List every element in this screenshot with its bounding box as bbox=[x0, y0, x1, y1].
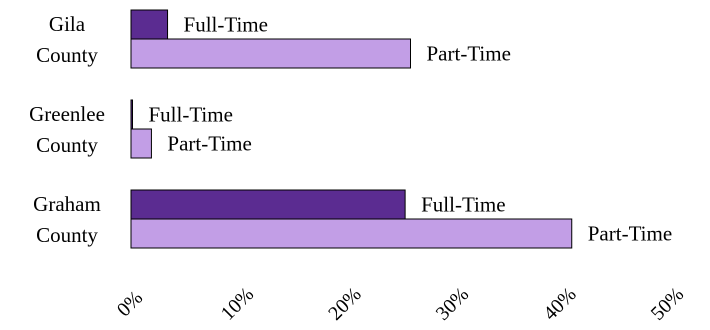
bar-labels-layer: Full-Time Part-Time Full-Time Part-Time Full… bbox=[149, 13, 673, 246]
x-tick-label: 20% bbox=[324, 283, 365, 324]
bar-label: Part-Time bbox=[167, 132, 251, 156]
bar-label: Full-Time bbox=[149, 103, 233, 127]
category-label-line2: County bbox=[36, 223, 98, 247]
x-tick-label: 40% bbox=[539, 283, 580, 324]
bar-label: Part-Time bbox=[427, 42, 511, 66]
bar-part-time-graham bbox=[130, 218, 573, 249]
x-tick-label: 10% bbox=[217, 283, 258, 324]
category-label-line1: Graham bbox=[33, 192, 101, 216]
x-tick-label: 50% bbox=[647, 283, 688, 324]
category-label-line2: County bbox=[36, 43, 98, 67]
bar-label: Full-Time bbox=[421, 193, 505, 217]
bar-full-time-greenlee bbox=[130, 99, 133, 130]
category-label-line1: Gila bbox=[49, 12, 86, 36]
category-labels-layer: Gila County Greenlee County Graham County bbox=[29, 12, 105, 247]
bar-part-time-gila bbox=[130, 38, 411, 69]
category-label-line2: County bbox=[36, 133, 98, 157]
category-label-line1: Greenlee bbox=[29, 102, 105, 126]
bars-layer bbox=[130, 9, 573, 249]
x-tick-label: 0% bbox=[113, 287, 147, 321]
bar-full-time-gila bbox=[130, 9, 169, 40]
bar-label: Full-Time bbox=[184, 13, 268, 37]
x-tick-label: 30% bbox=[432, 283, 473, 324]
bar-label: Part-Time bbox=[588, 222, 672, 246]
bar-full-time-graham bbox=[130, 189, 406, 220]
x-axis-ticks: 0% 10% 20% 30% 40% 50% bbox=[113, 283, 688, 324]
bar-part-time-greenlee bbox=[130, 128, 152, 159]
